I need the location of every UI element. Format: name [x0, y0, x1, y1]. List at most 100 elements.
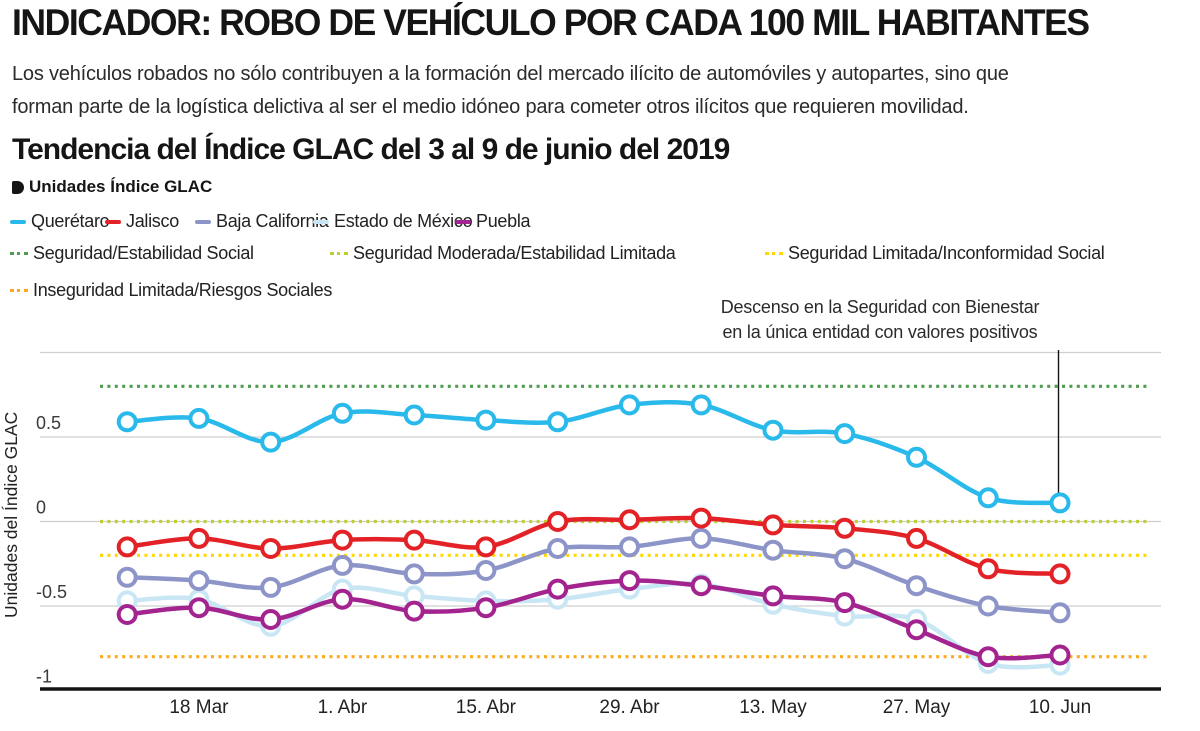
data-point-baja-california [1049, 602, 1071, 624]
data-point-baja-california [619, 536, 640, 558]
legend-item-baja-california: Baja California [195, 211, 329, 232]
data-point-puebla [1049, 644, 1071, 666]
legend-item-seguridad-limitada-inconformidad-social: Seguridad Limitada/Inconformidad Social [765, 243, 1105, 264]
data-point-queretaro [690, 394, 712, 416]
data-point-baja-california [403, 563, 425, 585]
data-point-jalisco [1049, 563, 1071, 585]
legend-item-jalisco: Jalisco [105, 211, 179, 232]
legend-marker-icon [105, 219, 121, 224]
y-tick-label: -1 [36, 667, 52, 687]
annotation-line-2: en la única entidad con valores positivo… [722, 322, 1038, 342]
data-point-puebla [690, 575, 712, 597]
annotation-line-1: Descenso en la Seguridad con Bienestar [720, 297, 1040, 317]
threshold-legend: Seguridad/Estabilidad Social Seguridad Mo… [10, 243, 1195, 303]
data-point-puebla [260, 609, 282, 630]
data-point-queretaro [403, 404, 425, 426]
data-point-jalisco [977, 558, 999, 580]
x-tick-label: 10. Jun [1029, 697, 1091, 718]
annotation: Descenso en la Seguridad con Bienestar e… [660, 295, 1100, 345]
data-point-jalisco [690, 507, 712, 529]
x-tick-label: 13. May [739, 697, 807, 718]
tag-icon [12, 180, 24, 194]
legend-marker-icon [10, 219, 26, 224]
x-tick-label: 29. Abr [599, 697, 660, 718]
y-tick-label: 0 [36, 498, 46, 518]
data-point-queretaro [116, 411, 138, 433]
y-tick-label: 0.5 [36, 413, 61, 433]
data-point-queretaro [977, 487, 999, 509]
data-point-jalisco [403, 529, 425, 551]
data-point-queretaro [331, 402, 353, 424]
data-point-puebla [475, 597, 497, 619]
page-title: INDICADOR: ROBO DE VEHÍCULO POR CADA 100… [12, 2, 1090, 43]
legend-marker-icon [313, 219, 329, 224]
data-point-queretaro [1049, 492, 1071, 514]
legend-item-seguridad-estabilidad-social: Seguridad/Estabilidad Social [10, 243, 254, 264]
legend-marker-icon [455, 219, 471, 224]
legend-label: Seguridad Moderada/Estabilidad Limitada [353, 243, 676, 263]
data-point-jalisco [619, 509, 640, 531]
data-point-jalisco [906, 527, 927, 549]
x-tick-label: 15. Abr [456, 697, 517, 718]
data-point-puebla [188, 597, 210, 619]
data-point-puebla [331, 588, 353, 610]
data-point-queretaro [834, 423, 856, 445]
subtitle-line-1: Los vehículos robados no sólo contribuye… [12, 63, 1009, 85]
data-point-jalisco [834, 517, 856, 539]
data-point-queretaro [762, 419, 784, 441]
data-point-queretaro [475, 409, 497, 431]
data-point-puebla [116, 604, 138, 625]
legend-label: Querétaro [31, 211, 110, 231]
legend-item-queretaro: Querétaro [10, 211, 110, 232]
legend-label: Baja California [216, 211, 329, 231]
data-point-puebla [762, 585, 784, 607]
legend-label: Jalisco [126, 211, 179, 231]
legend-marker-icon [195, 219, 211, 224]
data-point-baja-california [690, 527, 712, 549]
data-point-jalisco [116, 536, 138, 558]
x-tick-label: 18 Mar [169, 697, 229, 718]
legend-item-puebla: Puebla [455, 211, 531, 232]
data-point-jalisco [260, 538, 282, 559]
units-label: Unidades Índice GLAC [29, 177, 213, 196]
data-point-puebla [977, 646, 999, 668]
data-point-jalisco [331, 529, 353, 551]
data-point-jalisco [762, 514, 784, 536]
legend-label: Seguridad Limitada/Inconformidad Social [788, 243, 1105, 263]
data-point-puebla [834, 592, 856, 614]
series-legend: Querétaro Jalisco Baja California Estado de… [10, 211, 1190, 233]
legend-marker-icon [10, 252, 28, 255]
legend-marker-icon [330, 252, 348, 255]
data-point-jalisco [547, 511, 569, 532]
x-tick-label: 1. Abr [318, 697, 368, 718]
data-point-jalisco [475, 536, 497, 558]
data-point-puebla [906, 619, 927, 641]
data-point-baja-california [762, 539, 784, 561]
legend-item-inseguridad-limitada-riesgos-sociales: Inseguridad Limitada/Riesgos Sociales [10, 280, 332, 301]
data-point-queretaro [906, 446, 927, 468]
units-label-row: Unidades Índice GLAC [12, 177, 212, 197]
data-point-baja-california [331, 554, 353, 576]
data-point-baja-california [260, 576, 282, 598]
chart-title: Tendencia del Índice GLAC del 3 al 9 de … [12, 133, 730, 166]
data-point-baja-california [116, 566, 138, 588]
subtitle-line-2: forman parte de la logística delictiva a… [12, 96, 969, 118]
legend-label: Puebla [476, 211, 531, 231]
legend-item-estado-de-mexico: Estado de México [313, 211, 473, 232]
data-point-baja-california [834, 548, 856, 570]
x-tick-label: 27. May [883, 697, 951, 718]
legend-label: Inseguridad Limitada/Riesgos Sociales [33, 280, 333, 300]
data-point-baja-california [475, 560, 497, 581]
data-point-baja-california [977, 595, 999, 617]
data-point-queretaro [260, 431, 282, 453]
data-point-puebla [619, 570, 640, 592]
data-point-baja-california [906, 575, 927, 597]
legend-label: Estado de México [334, 211, 473, 231]
legend-label: Seguridad/Estabilidad Social [33, 243, 254, 263]
legend-marker-icon [10, 289, 28, 292]
data-point-jalisco [188, 527, 210, 549]
legend-marker-icon [765, 252, 783, 255]
data-point-baja-california [547, 538, 569, 559]
